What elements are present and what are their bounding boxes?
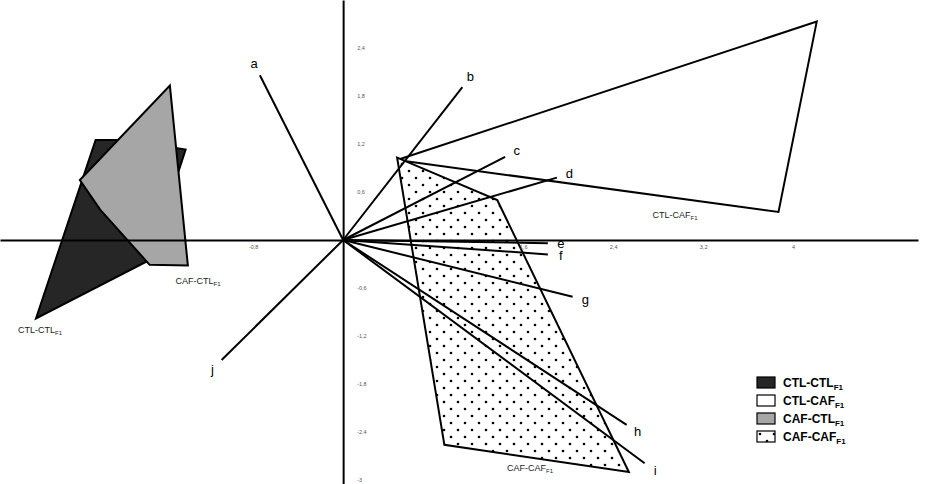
y-tick: -3 [343,477,362,483]
y-tick-label: -2,4 [357,429,366,435]
group-label-name: CTL-CTL [18,325,55,335]
plot-area [36,22,817,472]
legend-label-name: CTL-CAF [783,394,835,408]
legend-label-subscript: F1 [835,419,845,428]
vector-labels: abcdefghij [210,56,657,478]
x-tick: 2,4 [610,240,618,250]
group-label-subscript: F1 [213,281,221,287]
loading-vector [260,75,343,240]
x-tick-label: 1,6 [520,244,528,250]
y-tick-label: -1,8 [357,381,366,387]
y-tick: -1,2 [343,333,366,339]
y-tick-label: -0,6 [357,285,366,291]
legend-label-subscript: F1 [835,401,845,410]
legend-label-subscript: F1 [836,437,846,446]
loading-vector [343,157,505,240]
vector-label: b [467,69,474,84]
vector-label: g [582,292,589,307]
y-tick: -0,6 [343,285,366,291]
group-hull [80,86,188,266]
vector-label: d [566,166,573,181]
vector-label: i [654,463,657,478]
y-tick-label: 1,2 [357,141,365,147]
x-tick-label: 4 [792,244,795,250]
loading-vector [343,178,557,240]
legend-label: CAF-CTLF1 [783,412,845,428]
y-tick-label: 1,8 [357,93,365,99]
group-label: CTL-CTLF1 [18,325,63,336]
legend-label: CTL-CTLF1 [783,376,844,392]
vector-label: j [210,362,214,377]
group-label-subscript: F1 [55,330,63,336]
y-tick-label: 0,6 [357,189,365,195]
group-label-name: CAF-CTL [175,276,213,286]
legend-swatch [757,413,775,424]
legend-item: CTL-CTLF1 [757,376,844,392]
loading-vector [343,240,573,297]
y-tick-label: -3 [357,477,362,483]
x-tick: 4 [792,240,795,250]
legend-label: CTL-CAFF1 [783,394,845,410]
x-tick: -0,8 [249,240,258,250]
x-tick-label: 2,4 [610,244,618,250]
x-tick-label: 3,2 [700,244,708,250]
y-tick: 1,8 [343,93,365,99]
legend-label-subscript: F1 [834,383,844,392]
legend-label-name: CAF-CTL [783,412,835,426]
y-tick-label: 2,4 [357,45,365,51]
legend-item: CAF-CAFF1 [757,430,846,446]
y-tick: 1,2 [343,141,365,147]
legend-swatch [757,377,775,388]
legend-label-name: CTL-CTL [783,376,834,390]
legend-item: CAF-CTLF1 [757,412,845,428]
legend-item: CTL-CAFF1 [757,394,845,410]
y-axis-line [343,1,345,484]
group-label-name: CTL-CAF [652,210,691,220]
y-tick: 0,6 [343,189,365,195]
loading-vector [222,240,344,360]
x-axis: -0,8 1,6 2,4 3,2 4 [1,240,919,250]
loading-vector [343,240,627,425]
loading-vector [343,87,462,240]
vector-label: h [634,424,641,439]
y-tick: 2,4 [343,45,365,51]
legend: CTL-CTLF1CTL-CAFF1CAF-CTLF1CAF-CAFF1 [757,376,846,446]
group-label: CAF-CAFF1 [507,463,554,474]
group-labels: CTL-CTLF1CTL-CAFF1CAF-CTLF1CAF-CAFF1 [18,210,698,474]
vector-label: f [559,248,563,263]
legend-label-name: CAF-CAF [783,430,836,444]
legend-swatch [757,395,775,406]
x-tick-label: -0,8 [249,244,258,250]
y-axis: 2,4 1,8 1,2 0,6 -0,6 -1,2 -1,8 -2,4 -3 [343,1,366,484]
x-tick: 1,6 [520,240,528,250]
loading-vector [343,240,645,463]
x-axis-line [1,240,919,242]
group-label-subscript: F1 [690,215,698,221]
chart: -0,8 1,6 2,4 3,2 4 2,4 1,8 1,2 0,6 -0,6 -1,2 -1,8 -2… [0,0,927,484]
y-tick-label: -1,2 [357,333,366,339]
group-label-name: CAF-CAF [507,463,546,473]
legend-label: CAF-CAFF1 [783,430,846,446]
group-label-subscript: F1 [546,468,554,474]
group-label: CAF-CTLF1 [175,276,221,287]
legend-swatch [757,431,775,442]
vector-label: a [250,56,258,71]
group-label: CTL-CAFF1 [652,210,698,221]
y-tick: -2,4 [343,429,366,435]
y-tick: -1,8 [343,381,366,387]
vector-label: c [513,143,520,158]
x-tick: 3,2 [700,240,708,250]
